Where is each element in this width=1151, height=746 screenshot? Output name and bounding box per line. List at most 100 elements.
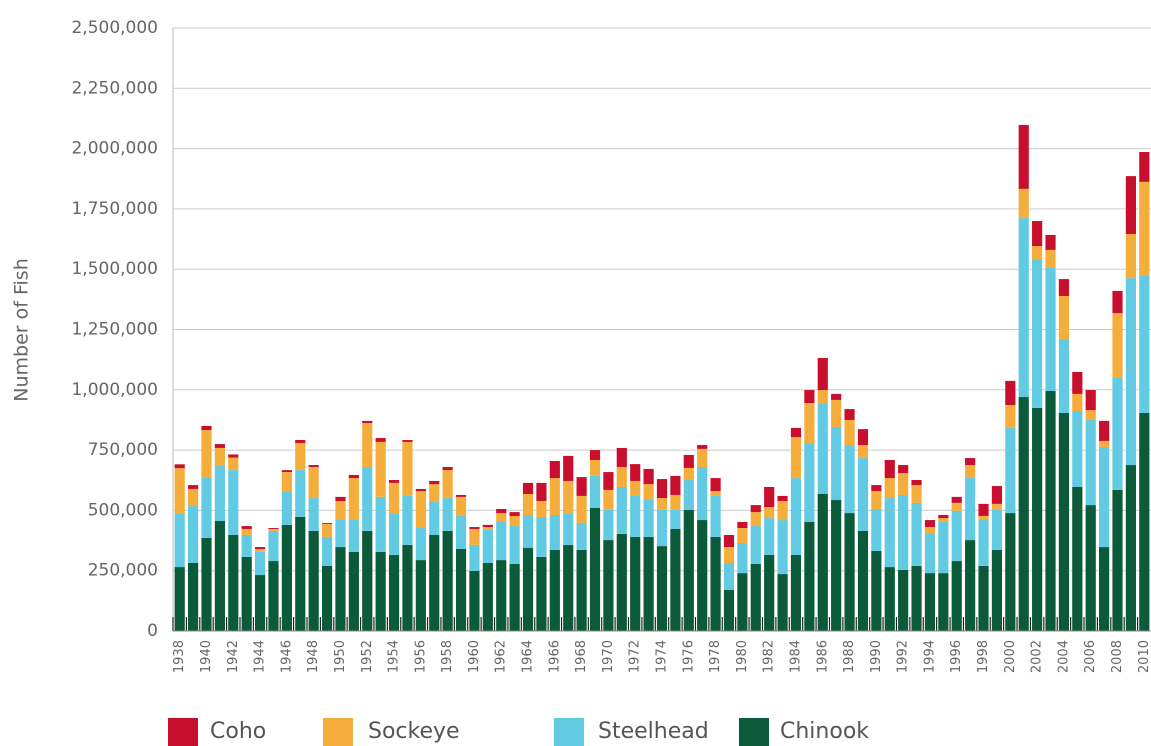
bar-segment (241, 556, 252, 631)
y-tick-label: 2,500,000 (71, 18, 158, 38)
bar-segment (630, 480, 641, 496)
bar-segment (308, 465, 319, 467)
bar-segment (1139, 275, 1150, 413)
bar-segment (710, 495, 721, 537)
bar-segment (616, 466, 627, 488)
bar-segment (670, 528, 681, 631)
bar-segment (817, 403, 828, 494)
y-tick-label: 0 (147, 621, 158, 641)
bar-segment (1139, 151, 1150, 182)
bar-segment (938, 514, 949, 519)
bar-segment (683, 454, 694, 468)
bar-segment (375, 438, 386, 442)
bar-segment (549, 478, 560, 515)
bar-segment (1112, 313, 1123, 378)
bar-segment (455, 548, 467, 631)
bar-segment (335, 496, 346, 501)
bar-segment (697, 445, 708, 449)
bar-segment (670, 475, 681, 495)
bar-segment (321, 536, 333, 566)
bar-segment (429, 484, 440, 502)
bar-segment (911, 565, 922, 631)
bar-segment (1032, 246, 1043, 260)
bar-segment (683, 509, 694, 631)
bar-segment (723, 535, 735, 548)
bar-segment (348, 519, 359, 552)
bar-segment (228, 470, 239, 536)
bar-segment (884, 459, 895, 479)
bar-segment (898, 494, 909, 570)
bar-segment (924, 527, 936, 534)
bar-segment (1032, 259, 1043, 408)
bar-segment (415, 491, 426, 529)
bar-segment (991, 486, 1003, 504)
bar-segment (241, 528, 252, 536)
bar-segment (429, 501, 440, 536)
bar-segment (214, 447, 225, 466)
bar-segment (857, 458, 869, 531)
bar-segment (268, 528, 279, 531)
bar-segment (723, 589, 735, 631)
bar-segment (335, 500, 346, 520)
bar-segment (375, 551, 386, 631)
bar-segment (804, 403, 815, 444)
bar-segment (362, 423, 373, 467)
bar-segment (643, 499, 654, 537)
legend-swatch (168, 718, 198, 746)
bar-segment (549, 549, 560, 631)
bar-segment (188, 488, 199, 507)
bar-segment (831, 399, 842, 427)
x-tick-label: 1958 (440, 640, 455, 673)
bar-segment (630, 464, 641, 481)
bar-segment (857, 429, 869, 446)
x-tick-label: 1944 (253, 640, 268, 673)
bar-segment (1099, 446, 1110, 548)
x-tick-label: 1982 (762, 640, 777, 673)
x-tick-label: 1972 (628, 640, 643, 673)
bar-segment (429, 535, 440, 631)
bar-segment (362, 530, 373, 631)
bar-segment (174, 514, 185, 568)
bar-segment (268, 528, 279, 529)
x-tick-label: 1946 (279, 640, 294, 673)
bar-segment (1058, 279, 1070, 296)
bar-segment (1085, 419, 1096, 506)
bar-segment (616, 534, 627, 631)
bar-segment (1139, 412, 1150, 631)
bar-segment (589, 475, 601, 508)
bar-segment (348, 474, 359, 479)
bar-segment (1045, 249, 1056, 268)
bar-segment (831, 500, 842, 631)
bar-segment (228, 457, 239, 471)
bar-segment (965, 540, 976, 631)
bar-segment (1125, 233, 1136, 279)
x-tick-label: 1974 (655, 640, 670, 673)
bar-segment (817, 493, 828, 631)
bar-segment (335, 519, 346, 548)
bar-segment (1139, 181, 1150, 276)
bar-segment (268, 530, 279, 562)
bar-segment (496, 513, 507, 522)
bar-segment (656, 509, 668, 547)
bar-segment (254, 575, 266, 631)
x-tick-label: 1978 (708, 640, 723, 673)
bar-segment (737, 528, 748, 543)
bar-segment (697, 520, 708, 631)
bar-segment (737, 521, 748, 529)
bar-segment (375, 441, 386, 497)
bar-segment (469, 528, 480, 545)
bar-segment (348, 478, 359, 520)
bar-segment (978, 503, 989, 516)
bar-segment (174, 468, 185, 515)
bar-segment (188, 562, 199, 631)
bar-segment (388, 555, 400, 631)
bar-segment (871, 550, 882, 631)
x-tick-label: 1966 (547, 640, 562, 673)
bar-segment (710, 478, 721, 492)
bar-segment (536, 500, 547, 517)
bar-segment (1085, 390, 1096, 411)
bar-segment (522, 548, 534, 631)
bar-segment (589, 459, 601, 476)
bar-segment (871, 508, 882, 551)
